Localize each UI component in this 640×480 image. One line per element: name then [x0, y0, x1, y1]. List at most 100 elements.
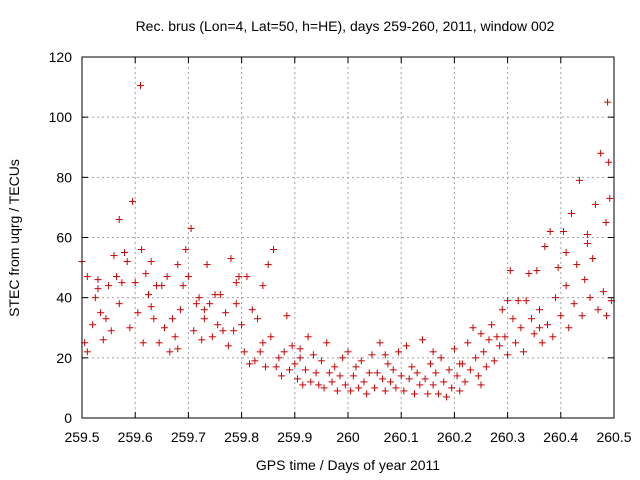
data-point [565, 324, 573, 332]
y-tick-label: 0 [64, 410, 72, 426]
data-point [408, 363, 416, 371]
data-point [150, 315, 158, 323]
data-point [594, 306, 602, 314]
data-point [544, 321, 551, 329]
data-point [254, 315, 262, 323]
data-point [589, 255, 597, 263]
data-point [604, 98, 612, 106]
data-point [184, 273, 192, 281]
data-point [339, 354, 347, 362]
data-point [456, 387, 464, 395]
data-point [602, 218, 610, 226]
data-point [145, 291, 152, 299]
data-point [179, 282, 187, 290]
data-point [477, 381, 485, 389]
data-point [381, 351, 389, 359]
x-tick-label: 260.3 [490, 429, 525, 445]
data-point [315, 381, 323, 389]
data-point [155, 339, 163, 347]
data-point [126, 324, 134, 332]
data-point [578, 312, 586, 320]
data-point [559, 227, 567, 235]
data-point [368, 351, 376, 359]
y-axis-label: STEC from uqrg / TECUs [6, 159, 22, 317]
data-point [512, 339, 520, 347]
data-point [115, 215, 123, 223]
data-point [160, 324, 168, 332]
data-point [89, 321, 97, 329]
data-point [400, 387, 408, 395]
data-point [355, 384, 363, 392]
data-point [376, 339, 384, 347]
data-point [320, 384, 328, 392]
data-point [216, 291, 224, 299]
data-point [392, 384, 400, 392]
data-point [94, 285, 102, 293]
data-point [405, 375, 413, 383]
data-point [413, 369, 421, 377]
data-point [504, 351, 512, 359]
y-tick-label: 60 [56, 230, 72, 246]
data-point [432, 369, 440, 377]
y-tick-labels: 0 20 40 60 80 100 120 [49, 49, 73, 426]
data-point [264, 261, 272, 269]
data-point [379, 375, 387, 383]
data-point [477, 330, 485, 338]
data-point [445, 366, 453, 374]
data-point [381, 387, 389, 395]
data-point [562, 282, 570, 290]
data-point [163, 273, 171, 281]
data-point [536, 306, 544, 314]
data-point [472, 354, 480, 362]
x-tick-label: 259.9 [277, 429, 312, 445]
data-point [317, 357, 325, 365]
data-point [395, 348, 403, 356]
data-point [134, 309, 142, 317]
data-point [272, 363, 280, 371]
data-point [573, 261, 581, 269]
data-point [251, 357, 259, 365]
data-point [240, 348, 248, 356]
data-point [575, 176, 583, 184]
data-point [429, 381, 437, 389]
data-point [121, 249, 129, 257]
data-point [520, 348, 528, 356]
x-tick-label: 260.5 [596, 429, 631, 445]
data-point [469, 324, 477, 332]
data-point [206, 300, 214, 308]
data-point [118, 279, 126, 287]
data-point [538, 339, 546, 347]
data-point [490, 357, 498, 365]
data-point [551, 294, 559, 302]
data-point [605, 158, 613, 166]
data-point [147, 258, 155, 266]
data-point [504, 297, 512, 305]
data-point [411, 390, 418, 398]
data-point [485, 336, 493, 344]
data-point [235, 273, 243, 281]
data-point [309, 351, 317, 359]
data-point [123, 258, 131, 266]
data-point [488, 321, 496, 329]
data-point [506, 267, 514, 275]
data-point [232, 300, 240, 308]
data-point [190, 327, 198, 335]
data-point [528, 315, 536, 323]
data-point [442, 393, 450, 401]
x-tick-label: 259.5 [64, 429, 99, 445]
data-point [418, 336, 426, 344]
data-point [208, 333, 216, 341]
data-point [384, 360, 392, 368]
data-point [222, 309, 230, 317]
data-point [307, 378, 315, 386]
data-point [591, 200, 599, 208]
x-tick-label: 259.6 [118, 429, 153, 445]
data-point [421, 375, 429, 383]
data-point [138, 246, 146, 254]
data-point [349, 372, 357, 380]
data-point [416, 381, 424, 389]
data-point [426, 360, 434, 368]
data-point [606, 194, 614, 202]
data-point [501, 333, 509, 341]
data-point [99, 336, 107, 344]
